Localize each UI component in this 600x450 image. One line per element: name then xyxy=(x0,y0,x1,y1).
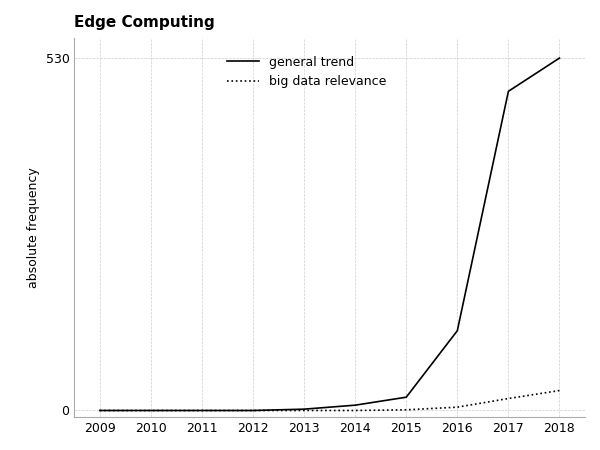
Y-axis label: absolute frequency: absolute frequency xyxy=(27,167,40,288)
big data relevance xyxy=(556,388,563,393)
general trend xyxy=(505,89,512,94)
big data relevance xyxy=(352,408,359,413)
general trend xyxy=(352,402,359,408)
general trend xyxy=(403,395,410,400)
Line: big data relevance: big data relevance xyxy=(100,391,559,410)
general trend xyxy=(250,408,257,413)
big data relevance xyxy=(96,408,103,413)
Text: Edge Computing: Edge Computing xyxy=(74,15,215,30)
big data relevance xyxy=(199,408,206,413)
general trend xyxy=(147,408,154,413)
big data relevance xyxy=(505,396,512,401)
Line: general trend: general trend xyxy=(100,58,559,410)
general trend xyxy=(454,328,461,333)
big data relevance xyxy=(250,408,257,413)
general trend xyxy=(96,408,103,413)
big data relevance xyxy=(147,408,154,413)
general trend xyxy=(301,406,308,412)
Legend: general trend, big data relevance: general trend, big data relevance xyxy=(224,52,389,92)
general trend xyxy=(556,55,563,61)
big data relevance xyxy=(454,405,461,410)
big data relevance xyxy=(403,407,410,413)
big data relevance xyxy=(301,408,308,413)
general trend xyxy=(199,408,206,413)
